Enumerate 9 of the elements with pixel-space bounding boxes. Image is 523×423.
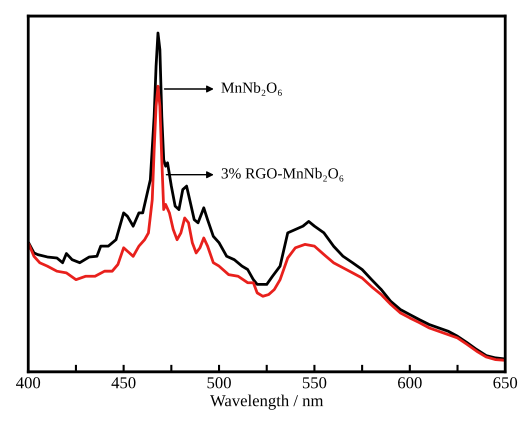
x-axis-title: Wavelength / nm	[210, 394, 324, 410]
x-tick-label: 450	[111, 377, 136, 388]
annotation: MnNb₂O₆	[221, 82, 282, 96]
x-tick-label: 400	[16, 377, 40, 388]
x-tick-label: 650	[493, 377, 518, 388]
x-tick-label: 600	[398, 377, 422, 388]
x-tick-label: 500	[208, 377, 231, 388]
annotation: 3% RGO-MnNb₂O₆	[222, 168, 344, 182]
x-tick-label: 550	[302, 377, 326, 388]
